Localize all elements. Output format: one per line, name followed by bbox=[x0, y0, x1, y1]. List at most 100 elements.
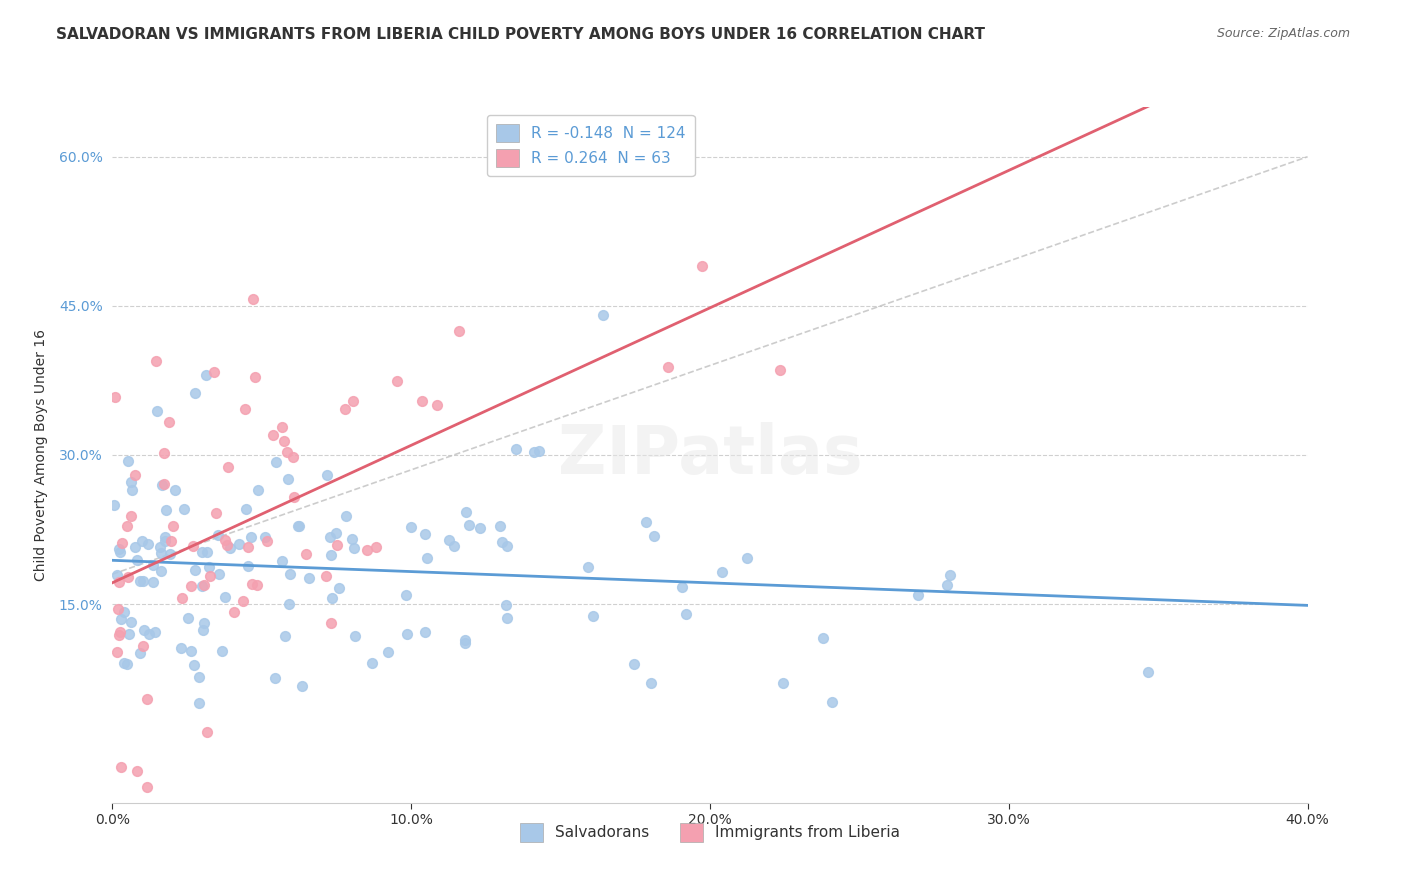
Point bbox=[121, 483, 143, 497]
Point bbox=[138, 537, 160, 551]
Point bbox=[458, 518, 481, 533]
Point bbox=[657, 359, 679, 374]
Point bbox=[262, 428, 284, 442]
Point bbox=[278, 566, 301, 581]
Point bbox=[177, 610, 200, 624]
Point bbox=[120, 475, 142, 490]
Point bbox=[111, 535, 134, 549]
Point bbox=[283, 490, 305, 504]
Point bbox=[456, 505, 478, 519]
Point bbox=[188, 670, 211, 684]
Point bbox=[273, 434, 295, 449]
Point bbox=[193, 578, 215, 592]
Point bbox=[128, 646, 150, 660]
Point bbox=[287, 519, 309, 533]
Point bbox=[135, 692, 157, 706]
Point bbox=[395, 588, 418, 602]
Point bbox=[173, 502, 195, 516]
Point bbox=[124, 467, 146, 482]
Point bbox=[190, 579, 212, 593]
Point bbox=[150, 546, 173, 560]
Point bbox=[675, 607, 697, 621]
Point bbox=[112, 656, 135, 670]
Point bbox=[271, 554, 294, 568]
Point bbox=[288, 519, 311, 533]
Point bbox=[125, 552, 148, 566]
Point bbox=[129, 574, 152, 589]
Point bbox=[278, 597, 301, 611]
Point bbox=[219, 541, 242, 556]
Point bbox=[454, 633, 477, 648]
Text: Source: ZipAtlas.com: Source: ZipAtlas.com bbox=[1216, 27, 1350, 40]
Point bbox=[132, 623, 155, 637]
Text: ZIPatlas: ZIPatlas bbox=[558, 422, 862, 488]
Point bbox=[153, 534, 176, 549]
Point bbox=[335, 509, 357, 524]
Point bbox=[232, 594, 254, 608]
Point bbox=[184, 563, 207, 577]
Point bbox=[245, 370, 267, 384]
Point bbox=[246, 578, 269, 592]
Point bbox=[157, 415, 180, 429]
Point bbox=[413, 527, 436, 541]
Point bbox=[180, 644, 202, 658]
Point bbox=[103, 498, 125, 512]
Point bbox=[188, 697, 211, 711]
Point bbox=[228, 537, 250, 551]
Point bbox=[180, 579, 202, 593]
Point bbox=[316, 467, 339, 482]
Point bbox=[395, 627, 418, 641]
Point bbox=[107, 601, 129, 615]
Point bbox=[592, 308, 614, 322]
Point bbox=[153, 446, 176, 460]
Point bbox=[211, 644, 233, 658]
Point bbox=[411, 394, 433, 409]
Point bbox=[821, 695, 844, 709]
Point bbox=[124, 540, 146, 554]
Point bbox=[283, 450, 305, 464]
Point bbox=[159, 547, 181, 561]
Point bbox=[107, 568, 129, 582]
Point bbox=[449, 324, 471, 338]
Point bbox=[505, 442, 527, 456]
Point bbox=[117, 454, 139, 468]
Point bbox=[214, 590, 236, 604]
Point bbox=[343, 541, 366, 555]
Point bbox=[108, 574, 131, 589]
Point bbox=[108, 628, 131, 642]
Point bbox=[690, 260, 713, 274]
Point bbox=[138, 627, 160, 641]
Point bbox=[385, 374, 408, 388]
Point bbox=[1137, 665, 1160, 679]
Point bbox=[132, 574, 155, 588]
Point bbox=[172, 591, 194, 606]
Point bbox=[238, 540, 260, 554]
Point bbox=[735, 550, 758, 565]
Point bbox=[936, 578, 959, 592]
Point bbox=[254, 530, 277, 544]
Point bbox=[291, 679, 314, 693]
Point bbox=[108, 544, 131, 558]
Point bbox=[110, 760, 132, 774]
Point bbox=[813, 631, 835, 645]
Point bbox=[377, 645, 399, 659]
Point bbox=[214, 533, 236, 547]
Point bbox=[235, 502, 257, 516]
Point bbox=[233, 401, 256, 416]
Point bbox=[321, 591, 343, 606]
Point bbox=[277, 472, 299, 486]
Point bbox=[443, 540, 465, 554]
Point bbox=[342, 393, 364, 408]
Y-axis label: Child Poverty Among Boys Under 16: Child Poverty Among Boys Under 16 bbox=[34, 329, 48, 581]
Point bbox=[152, 477, 174, 491]
Point bbox=[149, 564, 172, 578]
Point bbox=[468, 521, 491, 535]
Point bbox=[198, 568, 221, 582]
Point bbox=[207, 528, 229, 542]
Point bbox=[195, 544, 218, 558]
Point bbox=[247, 483, 270, 497]
Point bbox=[640, 676, 662, 690]
Point bbox=[256, 534, 278, 549]
Point bbox=[142, 574, 165, 589]
Point bbox=[274, 629, 297, 643]
